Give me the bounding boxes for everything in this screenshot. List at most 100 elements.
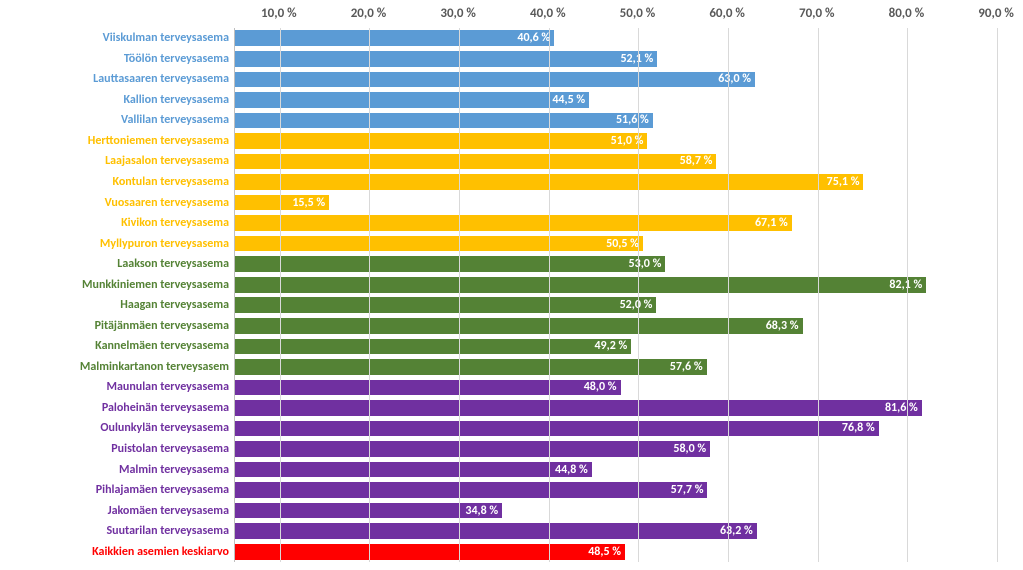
bar: 58,7 % (235, 154, 716, 170)
category-label: Pitäjänmäen terveysasema (95, 319, 229, 333)
x-axis-tick-label: 10,0 % (261, 6, 297, 21)
bar-value-label: 49,2 % (594, 339, 627, 353)
bar-value-label: 50,5 % (606, 237, 639, 251)
category-label: Kontulan terveysasema (112, 175, 229, 189)
bar-value-label: 15,5 % (292, 196, 325, 210)
category-label: Kaikkien asemien keskiarvo (92, 545, 229, 559)
bar: 82,1 % (235, 277, 926, 293)
category-label: Lauttasaaren terveysasema (93, 72, 229, 86)
bar-value-label: 44,5 % (552, 93, 585, 107)
bar-row: Munkkiniemen terveysasema82,1 % (235, 274, 1014, 295)
bar-row: Vallilan terveysasema51,6 % (235, 110, 1014, 131)
bar-value-label: 75,1 % (827, 175, 860, 189)
bar: 44,5 % (235, 92, 589, 108)
x-axis-tick-label: 80,0 % (889, 6, 925, 21)
bar: 52,1 % (235, 51, 657, 67)
category-label: Kallion terveysasema (123, 93, 229, 107)
bar-value-label: 57,7 % (671, 483, 704, 497)
category-label: Malminkartanon terveysasem (80, 360, 229, 374)
plot-area: Viiskulman terveysasema40,6 %Töölön terv… (234, 28, 1014, 562)
bar-row: Lauttasaaren terveysasema63,0 % (235, 69, 1014, 90)
bar-value-label: 81,6 % (885, 401, 918, 415)
x-axis-tick-label: 20,0 % (351, 6, 387, 21)
bar: 52,0 % (235, 297, 656, 313)
gridline (369, 28, 370, 562)
bar-rows: Viiskulman terveysasema40,6 %Töölön terv… (235, 28, 1014, 562)
category-label: Haagan terveysasema (120, 298, 229, 312)
bar: 49,2 % (235, 339, 631, 355)
category-label: Puistolan terveysasema (111, 442, 229, 456)
bar-row: Maunulan terveysasema48,0 % (235, 377, 1014, 398)
bar: 57,6 % (235, 359, 707, 375)
category-label: Vuosaaren terveysasema (105, 196, 229, 210)
bar-row: Töölön terveysasema52,1 % (235, 49, 1014, 70)
bar: 68,3 % (235, 318, 803, 334)
x-axis-tick-label: 50,0 % (620, 6, 656, 21)
x-axis-tick-label: 40,0 % (530, 6, 566, 21)
bar-value-label: 76,8 % (842, 421, 875, 435)
bar-value-label: 63,2 % (720, 524, 753, 538)
bar-row: Viiskulman terveysasema40,6 % (235, 28, 1014, 49)
bar-row: Vuosaaren terveysasema15,5 % (235, 192, 1014, 213)
bar-chart: 10,0 %20,0 %30,0 %40,0 %50,0 %60,0 %70,0… (0, 0, 1023, 570)
gridline (818, 28, 819, 562)
bar: 15,5 % (235, 195, 329, 211)
gridline (728, 28, 729, 562)
gridline (997, 28, 998, 562)
bar-value-label: 68,3 % (766, 319, 799, 333)
bar: 67,1 % (235, 215, 792, 231)
bar-value-label: 34,8 % (465, 504, 498, 518)
category-label: Kannelmäen terveysasema (95, 339, 229, 353)
bar: 48,5 % (235, 544, 625, 560)
category-label: Töölön terveysasema (124, 52, 229, 66)
bar-row: Suutarilan terveysasema63,2 % (235, 521, 1014, 542)
bar-value-label: 58,7 % (680, 154, 713, 168)
bar-row: Malminkartanon terveysasem57,6 % (235, 357, 1014, 378)
bar-row: Kallion terveysasema44,5 % (235, 90, 1014, 111)
category-label: Laakson terveysasema (117, 257, 229, 271)
bar: 50,5 % (235, 236, 643, 252)
category-label: Jakomäen terveysasema (108, 504, 229, 518)
bar: 53,0 % (235, 256, 665, 272)
category-label: Laajasalon terveysasema (105, 154, 229, 168)
bar-value-label: 40,6 % (517, 31, 550, 45)
category-label: Pihlajamäen terveysasema (96, 483, 229, 497)
bar: 40,6 % (235, 30, 554, 46)
bar-row: Kivikon terveysasema67,1 % (235, 213, 1014, 234)
category-label: Maunulan terveysasema (106, 380, 229, 394)
bar: 76,8 % (235, 421, 879, 437)
bar: 63,0 % (235, 72, 755, 88)
category-label: Myllypuron terveysasema (100, 237, 229, 251)
bar: 57,7 % (235, 482, 707, 498)
bar-row: Kannelmäen terveysasema49,2 % (235, 336, 1014, 357)
category-label: Paloheinän terveysasema (102, 401, 229, 415)
bar: 63,2 % (235, 523, 757, 539)
category-label: Kivikon terveysasema (121, 216, 229, 230)
bar-value-label: 67,1 % (755, 216, 788, 230)
x-axis-tick-label: 70,0 % (799, 6, 835, 21)
bar-value-label: 52,1 % (620, 52, 653, 66)
bar-row: Puistolan terveysasema58,0 % (235, 439, 1014, 460)
bar-value-label: 51,6 % (616, 113, 649, 127)
bar-row: Laakson terveysasema53,0 % (235, 254, 1014, 275)
gridline (459, 28, 460, 562)
bar-row: Haagan terveysasema52,0 % (235, 295, 1014, 316)
x-axis-tick-label: 90,0 % (978, 6, 1014, 21)
x-axis-labels: 10,0 %20,0 %30,0 %40,0 %50,0 %60,0 %70,0… (234, 6, 1014, 24)
bar-value-label: 48,0 % (584, 380, 617, 394)
bar-value-label: 57,6 % (670, 360, 703, 374)
gridline (280, 28, 281, 562)
bar-row: Jakomäen terveysasema34,8 % (235, 500, 1014, 521)
bar: 51,6 % (235, 113, 653, 129)
x-axis-tick-label: 60,0 % (709, 6, 745, 21)
bar-row: Kontulan terveysasema75,1 % (235, 172, 1014, 193)
category-label: Malmin terveysasema (119, 463, 229, 477)
bar-value-label: 53,0 % (629, 257, 662, 271)
bar-value-label: 58,0 % (673, 442, 706, 456)
bar-row: Kaikkien asemien keskiarvo48,5 % (235, 541, 1014, 562)
bar-row: Malmin terveysasema44,8 % (235, 459, 1014, 480)
bar: 44,8 % (235, 462, 592, 478)
bar-value-label: 63,0 % (718, 72, 751, 86)
bar-value-label: 52,0 % (620, 298, 653, 312)
bar-row: Paloheinän terveysasema81,6 % (235, 398, 1014, 419)
